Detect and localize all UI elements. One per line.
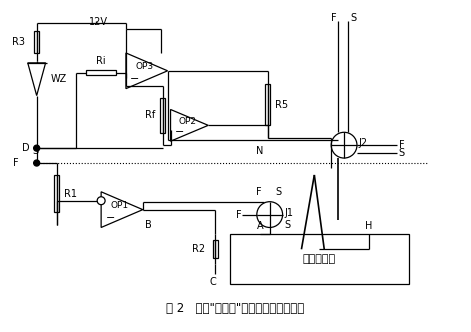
Bar bbox=[230, 234, 408, 284]
Text: C: C bbox=[210, 277, 217, 287]
Text: 图 2   利用"开尔文"连接方式的电压表件: 图 2 利用"开尔文"连接方式的电压表件 bbox=[166, 302, 304, 315]
Text: R5: R5 bbox=[275, 100, 288, 110]
Text: B: B bbox=[145, 219, 152, 229]
Text: J1: J1 bbox=[284, 208, 293, 217]
Text: 被测控部件: 被测控部件 bbox=[303, 254, 336, 264]
Text: OP3: OP3 bbox=[136, 62, 154, 71]
Circle shape bbox=[257, 202, 283, 227]
Text: F: F bbox=[13, 158, 19, 168]
Text: 12V: 12V bbox=[89, 17, 108, 27]
Text: OP1: OP1 bbox=[111, 201, 129, 210]
Text: R1: R1 bbox=[65, 189, 77, 199]
Polygon shape bbox=[126, 53, 168, 89]
Text: F: F bbox=[331, 13, 336, 23]
Bar bbox=[34, 31, 39, 53]
Text: S: S bbox=[284, 219, 291, 229]
Text: F: F bbox=[256, 187, 262, 197]
Text: H: H bbox=[365, 221, 373, 231]
Text: D: D bbox=[22, 143, 30, 153]
Text: S: S bbox=[350, 13, 356, 23]
Circle shape bbox=[34, 160, 40, 166]
Text: WZ: WZ bbox=[50, 74, 67, 84]
Bar bbox=[160, 98, 165, 133]
Text: J2: J2 bbox=[359, 138, 368, 148]
Bar bbox=[265, 84, 270, 125]
Bar bbox=[54, 175, 59, 212]
Text: Ri: Ri bbox=[97, 56, 106, 66]
Text: R2: R2 bbox=[192, 244, 205, 254]
Circle shape bbox=[97, 197, 105, 205]
Text: Rf: Rf bbox=[146, 111, 156, 121]
Text: R3: R3 bbox=[12, 37, 25, 47]
Polygon shape bbox=[171, 110, 208, 141]
Text: S: S bbox=[32, 146, 39, 156]
Text: F: F bbox=[236, 209, 242, 219]
Text: −: − bbox=[130, 74, 139, 84]
Text: F: F bbox=[398, 140, 404, 150]
Polygon shape bbox=[101, 192, 143, 227]
Text: S: S bbox=[398, 148, 405, 158]
Text: S: S bbox=[276, 187, 282, 197]
Circle shape bbox=[331, 132, 357, 158]
Text: N: N bbox=[256, 146, 264, 156]
Bar bbox=[86, 70, 116, 75]
Bar bbox=[213, 240, 218, 258]
Text: −: − bbox=[106, 212, 115, 222]
Text: OP2: OP2 bbox=[179, 117, 196, 126]
Text: A: A bbox=[257, 221, 263, 231]
Text: −: − bbox=[175, 127, 184, 137]
Circle shape bbox=[34, 145, 40, 151]
Polygon shape bbox=[28, 63, 46, 96]
